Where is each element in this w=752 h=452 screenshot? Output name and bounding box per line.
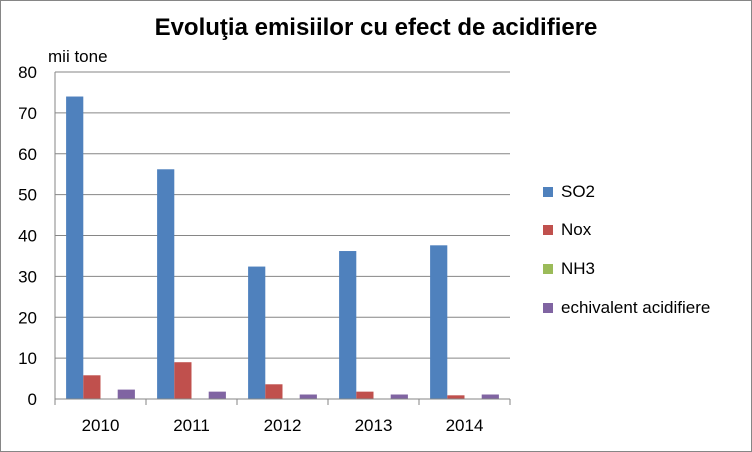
legend-item: Nox (543, 220, 710, 240)
legend-label: SO2 (561, 181, 596, 201)
bar (390, 394, 408, 399)
bar (208, 391, 226, 399)
bar (66, 96, 84, 400)
x-tick-label: 2012 (264, 416, 302, 435)
x-tick-label: 2014 (446, 416, 484, 435)
legend-item: SO2 (543, 182, 710, 201)
legend-swatch (543, 263, 553, 274)
bar (157, 169, 175, 399)
y-tick-label: 70 (18, 104, 37, 123)
legend-label: echivalent acidifiere (561, 297, 711, 317)
legend-swatch (543, 302, 553, 313)
y-tick-label: 20 (18, 308, 37, 327)
y-tick-label: 10 (18, 349, 37, 368)
y-tick-label: 40 (18, 227, 37, 246)
bar (447, 395, 465, 399)
bar (265, 384, 283, 399)
y-tick-label: 0 (28, 390, 37, 409)
bar (248, 266, 266, 399)
y-tick-label: 60 (18, 145, 37, 164)
bar (481, 394, 499, 399)
y-tick-label: 30 (18, 267, 37, 286)
bar (299, 394, 317, 399)
bar (117, 389, 135, 399)
legend-swatch (543, 186, 553, 197)
y-tick-label: 80 (18, 63, 37, 82)
legend-label: Nox (561, 220, 592, 240)
legend: SO2 Nox NH3 echivalent acidifiere (543, 182, 710, 337)
legend-label: NH3 (561, 258, 596, 278)
legend-swatch (543, 225, 553, 236)
bar (83, 375, 101, 399)
legend-item: echivalent acidifiere (543, 298, 710, 317)
bar (430, 245, 448, 399)
x-tick-label: 2011 (173, 416, 210, 435)
x-tick-label: 2010 (82, 416, 120, 435)
legend-item: NH3 (543, 259, 710, 278)
chart-title: Evoluţia emisiilor cu efect de acidifier… (154, 14, 598, 41)
bar (356, 391, 374, 399)
bar (174, 362, 192, 399)
y-axis-label: mii tone (48, 47, 108, 66)
bar (339, 251, 357, 399)
x-tick-label: 2013 (355, 416, 393, 435)
y-tick-label: 50 (18, 186, 37, 205)
